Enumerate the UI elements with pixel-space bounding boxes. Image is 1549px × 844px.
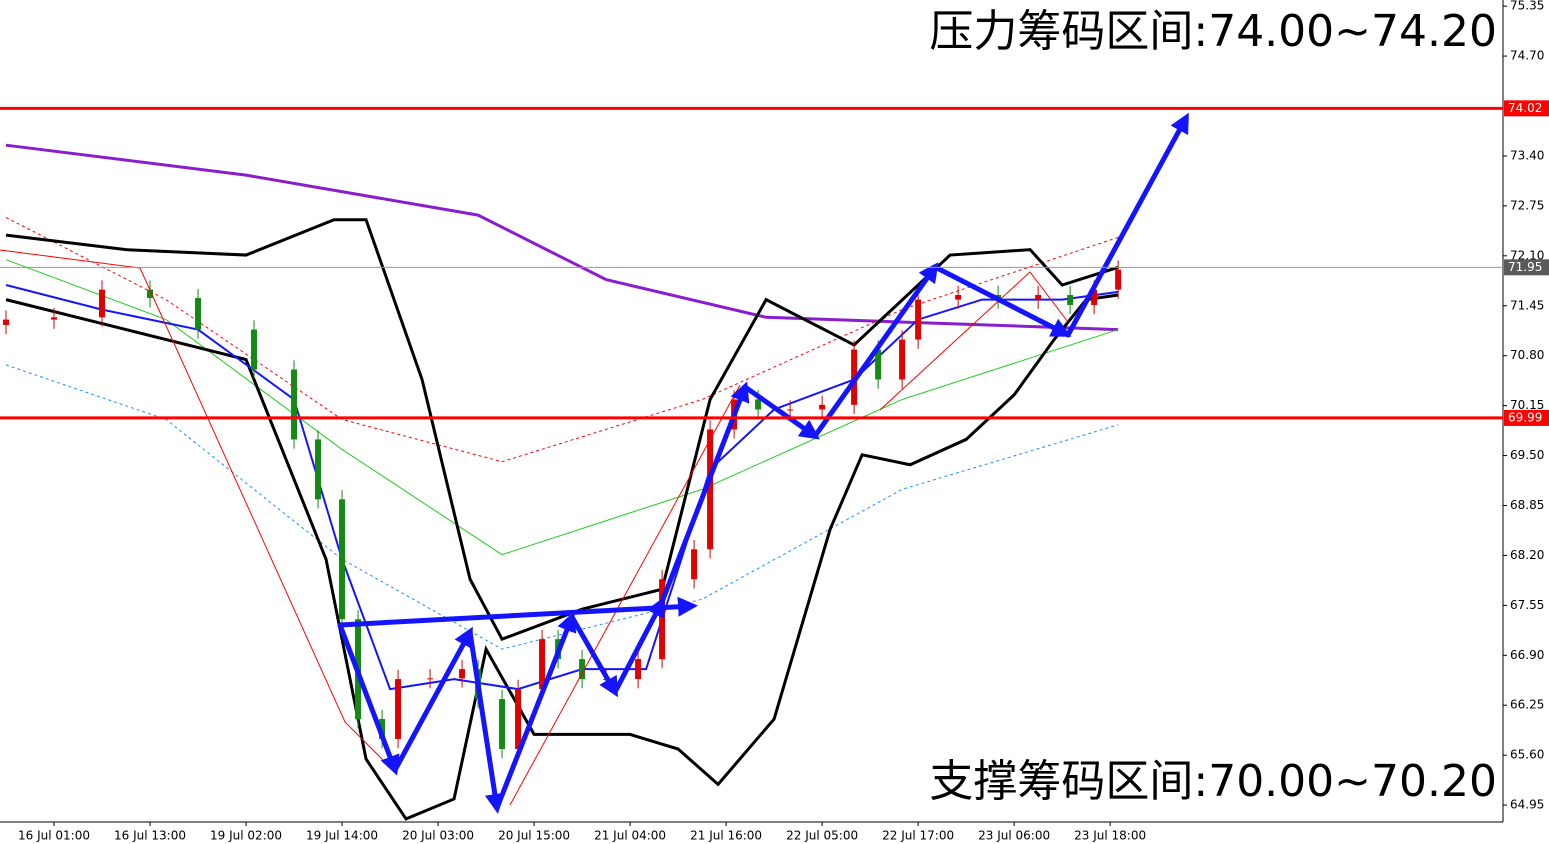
candle-body bbox=[499, 699, 506, 750]
y-tick-label: 68.85 bbox=[1510, 498, 1544, 512]
y-tick-label: 64.95 bbox=[1510, 798, 1544, 812]
candle-body bbox=[915, 299, 922, 340]
candle-body bbox=[955, 294, 962, 300]
x-tick-label: 20 Jul 15:00 bbox=[498, 829, 570, 843]
support-annotation: 支撑筹码区间:70.00~70.20 bbox=[929, 756, 1497, 807]
candle-body bbox=[579, 659, 586, 680]
x-tick-label: 19 Jul 02:00 bbox=[210, 829, 282, 843]
indicator-line bbox=[5, 259, 1119, 556]
candle-body bbox=[1035, 294, 1042, 300]
candle-body bbox=[427, 678, 434, 680]
candle-body bbox=[787, 409, 794, 411]
y-tick-label: 67.55 bbox=[1510, 598, 1544, 612]
y-tick-label: 72.75 bbox=[1510, 198, 1544, 212]
y-tick-label: 74.70 bbox=[1510, 49, 1544, 63]
candle-body bbox=[899, 339, 906, 380]
price-level-box bbox=[1504, 409, 1549, 426]
x-tick-label: 16 Jul 13:00 bbox=[114, 829, 186, 843]
candle-body bbox=[395, 679, 402, 740]
x-tick-label: 20 Jul 03:00 bbox=[402, 829, 474, 843]
y-tick-label: 70.80 bbox=[1510, 348, 1544, 362]
candle-body bbox=[315, 439, 322, 500]
price-level-label: 69.99 bbox=[1508, 410, 1542, 424]
x-tick-label: 22 Jul 17:00 bbox=[882, 829, 954, 843]
x-tick-label: 23 Jul 18:00 bbox=[1074, 829, 1146, 843]
candle-body bbox=[707, 429, 714, 550]
y-tick-label: 69.50 bbox=[1510, 448, 1544, 462]
zigzag bbox=[0, 249, 1069, 806]
candle-body bbox=[875, 349, 882, 380]
y-tick-label: 71.45 bbox=[1510, 298, 1544, 312]
price-level-label: 71.95 bbox=[1508, 260, 1542, 274]
candle-body bbox=[819, 404, 826, 410]
candle-body bbox=[539, 639, 546, 690]
candle-body bbox=[1067, 294, 1074, 305]
candle-body bbox=[635, 659, 642, 680]
indicator-line bbox=[5, 216, 1119, 463]
candle-body bbox=[1091, 289, 1098, 305]
x-tick-label: 21 Jul 16:00 bbox=[690, 829, 762, 843]
y-tick-label: 66.25 bbox=[1510, 698, 1544, 712]
y-tick-label: 70.15 bbox=[1510, 398, 1544, 412]
y-tick-label: 66.90 bbox=[1510, 648, 1544, 662]
candle-body bbox=[147, 289, 154, 299]
indicator-line bbox=[5, 364, 1119, 650]
candle-body bbox=[691, 549, 698, 580]
candle-body bbox=[459, 669, 466, 679]
x-tick-label: 16 Jul 01:00 bbox=[18, 829, 90, 843]
candle-body bbox=[195, 298, 202, 330]
x-tick-label: 22 Jul 05:00 bbox=[786, 829, 858, 843]
x-tick-label: 19 Jul 14:00 bbox=[306, 829, 378, 843]
y-tick-label: 75.35 bbox=[1510, 0, 1544, 13]
candle-body bbox=[99, 289, 106, 318]
candle-body bbox=[1115, 269, 1122, 290]
y-tick-label: 72.10 bbox=[1510, 248, 1544, 262]
candle-body bbox=[251, 329, 258, 370]
resistance-annotation: 压力筹码区间:74.00~74.20 bbox=[929, 6, 1497, 57]
x-tick-label: 23 Jul 06:00 bbox=[978, 829, 1050, 843]
x-tick-label: 21 Jul 04:00 bbox=[594, 829, 666, 843]
indicator-line bbox=[5, 143, 1119, 332]
candle-body bbox=[515, 689, 522, 750]
candle-body bbox=[51, 317, 58, 320]
candle-body bbox=[659, 579, 666, 660]
indicator-line bbox=[5, 218, 1119, 642]
candle-body bbox=[339, 499, 346, 620]
y-tick-label: 65.60 bbox=[1510, 748, 1544, 762]
price-level-box bbox=[1504, 259, 1549, 276]
price-level-box bbox=[1504, 100, 1549, 117]
y-tick-label: 73.40 bbox=[1510, 148, 1544, 162]
candle-body bbox=[291, 369, 298, 440]
price-level-label: 74.02 bbox=[1508, 101, 1542, 115]
trend-arrows bbox=[337, 112, 1189, 814]
candle-body bbox=[755, 399, 762, 410]
candle-body bbox=[3, 319, 10, 325]
y-tick-label: 68.20 bbox=[1510, 548, 1544, 562]
